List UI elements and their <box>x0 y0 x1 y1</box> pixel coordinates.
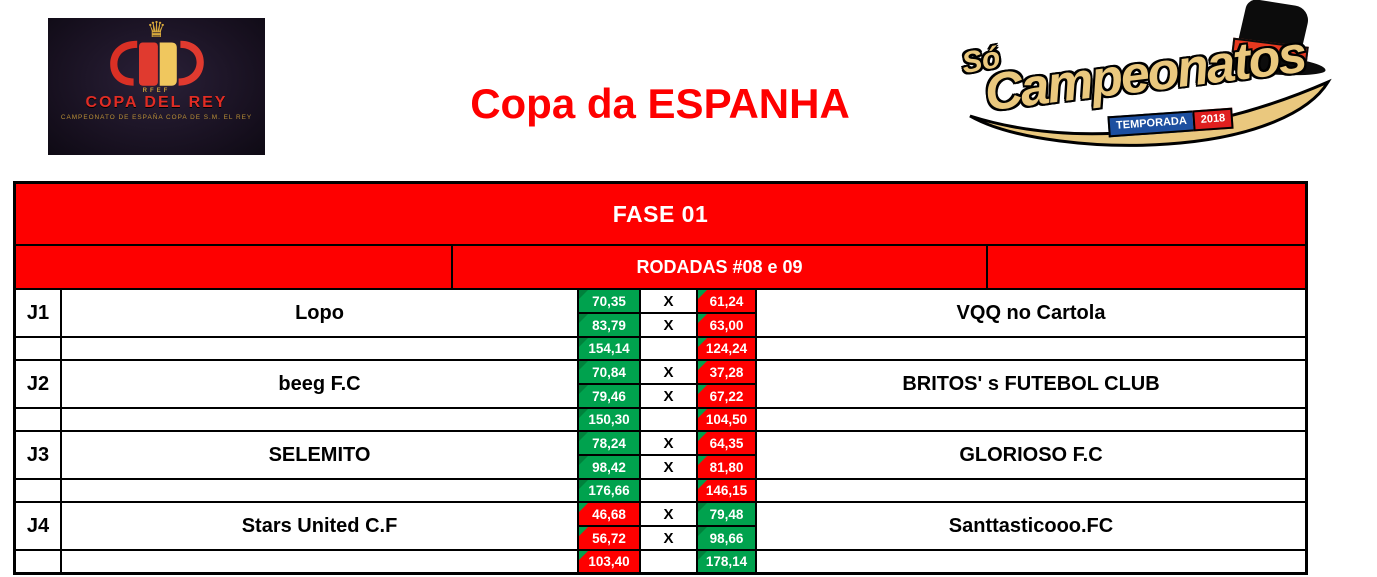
empty-cell <box>641 409 696 430</box>
away-team-name: GLORIOSO F.C <box>757 432 1305 478</box>
empty-cell <box>16 551 60 572</box>
home-team-name: Stars United C.F <box>62 503 577 549</box>
home-total: 150,30 <box>579 409 639 430</box>
away-score-game2: 63,00 <box>698 314 755 336</box>
versus-stack: X X <box>641 361 696 407</box>
page-title: Copa da ESPANHA <box>470 80 850 127</box>
totals-row: 150,30 104,50 <box>16 409 1305 430</box>
home-team-name: beeg F.C <box>62 361 577 407</box>
home-score-game1: 78,24 <box>579 432 639 454</box>
away-score-game1: 64,35 <box>698 432 755 454</box>
crown-icon: ♛ <box>146 18 167 42</box>
away-score-game2: 98,66 <box>698 527 755 549</box>
totals-row: 176,66 146,15 <box>16 480 1305 501</box>
away-score-game1: 61,24 <box>698 290 755 312</box>
rfef-label: RFEF <box>142 88 171 94</box>
home-score-game1: 70,35 <box>579 290 639 312</box>
away-total: 146,15 <box>698 480 755 501</box>
round-header-left-cell <box>16 246 451 288</box>
versus-label: X <box>641 503 696 525</box>
so-campeonatos-logo: Só Campeonatos TEMPORADA 2018 <box>950 0 1355 172</box>
match-id: J4 <box>16 503 60 549</box>
versus-label: X <box>641 527 696 549</box>
totals-row: 103,40 178,14 <box>16 551 1305 572</box>
home-team-name: SELEMITO <box>62 432 577 478</box>
home-score-stack: 70,35 83,79 <box>579 290 639 336</box>
round-header-right-cell <box>988 246 1305 288</box>
away-score-game1: 79,48 <box>698 503 755 525</box>
home-score-stack: 78,24 98,42 <box>579 432 639 478</box>
round-title: RODADAS #08 e 09 <box>453 246 986 288</box>
phase-header-row: FASE 01 <box>16 184 1305 244</box>
home-team-name: Lopo <box>62 290 577 336</box>
away-score-game2: 67,22 <box>698 385 755 407</box>
empty-cell <box>16 409 60 430</box>
empty-cell <box>641 551 696 572</box>
away-score-game2: 81,80 <box>698 456 755 478</box>
match-id: J1 <box>16 290 60 336</box>
empty-cell <box>641 338 696 359</box>
temporada-year: 2018 <box>1192 107 1234 132</box>
away-score-stack: 79,48 98,66 <box>698 503 755 549</box>
away-total: 104,50 <box>698 409 755 430</box>
versus-stack: X X <box>641 290 696 336</box>
match-row: J3 SELEMITO 78,24 98,42 X X 64,35 81,80 … <box>16 432 1305 478</box>
versus-label: X <box>641 432 696 454</box>
home-score-stack: 46,68 56,72 <box>579 503 639 549</box>
round-header-row: RODADAS #08 e 09 <box>16 246 1305 288</box>
empty-cell <box>757 409 1305 430</box>
empty-cell <box>16 338 60 359</box>
home-score-game2: 79,46 <box>579 385 639 407</box>
home-score-game2: 56,72 <box>579 527 639 549</box>
match-row: J2 beeg F.C 70,84 79,46 X X 37,28 67,22 … <box>16 361 1305 407</box>
home-score-game2: 98,42 <box>579 456 639 478</box>
home-score-game1: 46,68 <box>579 503 639 525</box>
match-row: J1 Lopo 70,35 83,79 X X 61,24 63,00 VQQ … <box>16 290 1305 336</box>
away-score-stack: 37,28 67,22 <box>698 361 755 407</box>
empty-cell <box>641 480 696 501</box>
versus-label: X <box>641 314 696 336</box>
versus-stack: X X <box>641 432 696 478</box>
home-total: 154,14 <box>579 338 639 359</box>
away-score-stack: 64,35 81,80 <box>698 432 755 478</box>
copa-del-rey-logo: ♛ RFEF COPA DEL REY CAMPEONATO DE ESPAÑA… <box>48 18 265 155</box>
away-team-name: VQQ no Cartola <box>757 290 1305 336</box>
versus-label: X <box>641 385 696 407</box>
empty-cell <box>62 551 577 572</box>
empty-cell <box>62 480 577 501</box>
copa-del-rey-title: COPA DEL REY <box>85 94 228 111</box>
empty-cell <box>62 338 577 359</box>
home-score-stack: 70,84 79,46 <box>579 361 639 407</box>
home-score-game1: 70,84 <box>579 361 639 383</box>
versus-stack: X X <box>641 503 696 549</box>
copa-del-rey-subtitle: CAMPEONATO DE ESPAÑA COPA DE S.M. EL REY <box>60 114 253 121</box>
empty-cell <box>757 338 1305 359</box>
home-score-game2: 83,79 <box>579 314 639 336</box>
home-total: 176,66 <box>579 480 639 501</box>
away-total: 178,14 <box>698 551 755 572</box>
versus-label: X <box>641 361 696 383</box>
versus-label: X <box>641 290 696 312</box>
versus-label: X <box>641 456 696 478</box>
empty-cell <box>16 480 60 501</box>
away-total: 124,24 <box>698 338 755 359</box>
swoosh-underline <box>969 78 1332 147</box>
totals-row: 154,14 124,24 <box>16 338 1305 359</box>
empty-cell <box>757 551 1305 572</box>
match-row: J4 Stars United C.F 46,68 56,72 X X 79,4… <box>16 503 1305 549</box>
away-team-name: BRITOS' s FUTEBOL CLUB <box>757 361 1305 407</box>
cup-icon <box>109 40 204 86</box>
phase-title: FASE 01 <box>16 184 1305 244</box>
match-id: J2 <box>16 361 60 407</box>
home-total: 103,40 <box>579 551 639 572</box>
away-team-name: Santtasticooo.FC <box>757 503 1305 549</box>
away-score-stack: 61,24 63,00 <box>698 290 755 336</box>
empty-cell <box>62 409 577 430</box>
away-score-game1: 37,28 <box>698 361 755 383</box>
match-id: J3 <box>16 432 60 478</box>
results-table: FASE 01 RODADAS #08 e 09 J1 Lopo 70,35 8… <box>13 181 1308 575</box>
empty-cell <box>757 480 1305 501</box>
